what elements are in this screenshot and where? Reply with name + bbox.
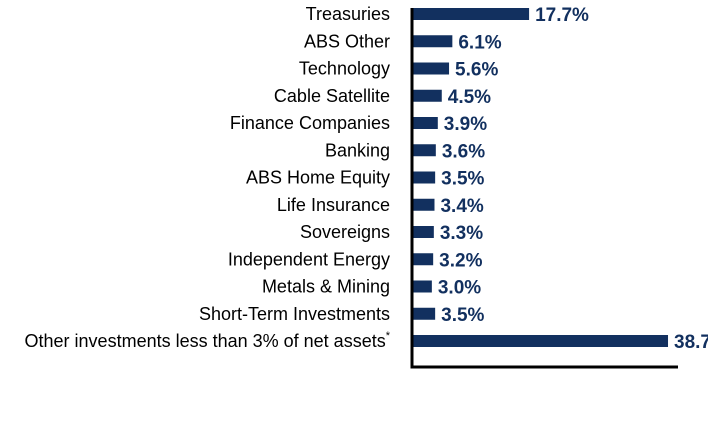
value-label: 3.0% — [438, 278, 481, 299]
bar — [412, 117, 438, 129]
bar — [412, 8, 530, 20]
bar — [412, 253, 434, 266]
value-label: 3.6% — [442, 141, 485, 162]
category-label: ABS Home Equity — [246, 168, 390, 188]
category-label: Technology — [299, 59, 390, 79]
category-label: Independent Energy — [228, 249, 390, 269]
category-label: Life Insurance — [277, 195, 390, 215]
bar — [412, 171, 436, 184]
bar — [412, 144, 436, 157]
bar — [412, 335, 669, 347]
bar — [412, 89, 442, 102]
category-label: Treasuries — [306, 4, 390, 24]
value-labels-group: 17.7% 6.1% 5.6% 4.5% 3.9% 3.6% 3.5% 3.4% 3.3% 3.2… — [438, 5, 708, 353]
category-label: Short-Term Investments — [199, 304, 390, 324]
value-label: 3.2% — [439, 250, 482, 271]
category-labels-group: Treasuries ABS Other Technology Cable Satel… — [25, 4, 391, 351]
category-label: Metals & Mining — [262, 277, 390, 297]
value-label: 3.5% — [441, 169, 484, 190]
bar — [412, 307, 436, 320]
value-label: 6.1% — [458, 32, 501, 53]
value-label: 3.9% — [444, 114, 487, 135]
category-label: Finance Companies — [230, 113, 390, 133]
value-label: 5.6% — [455, 60, 498, 81]
bar — [412, 198, 435, 211]
bar — [412, 35, 453, 48]
category-label: Banking — [325, 140, 390, 160]
bars-group — [412, 8, 669, 347]
bar — [412, 226, 434, 238]
footnote-marker: * — [386, 330, 391, 342]
category-label: Sovereigns — [300, 222, 390, 242]
value-label: 4.5% — [448, 87, 491, 108]
value-label: 3.3% — [440, 223, 483, 244]
value-label: 17.7% — [535, 5, 589, 26]
category-label: Cable Satellite — [274, 86, 390, 106]
value-label: 3.4% — [440, 196, 483, 217]
bar — [412, 62, 450, 75]
category-label: Other investments less than 3% of net as… — [25, 330, 391, 351]
value-label: 38.7% — [674, 332, 708, 353]
value-label: 3.5% — [441, 305, 484, 326]
category-label: ABS Other — [304, 31, 390, 51]
bar — [412, 280, 432, 293]
